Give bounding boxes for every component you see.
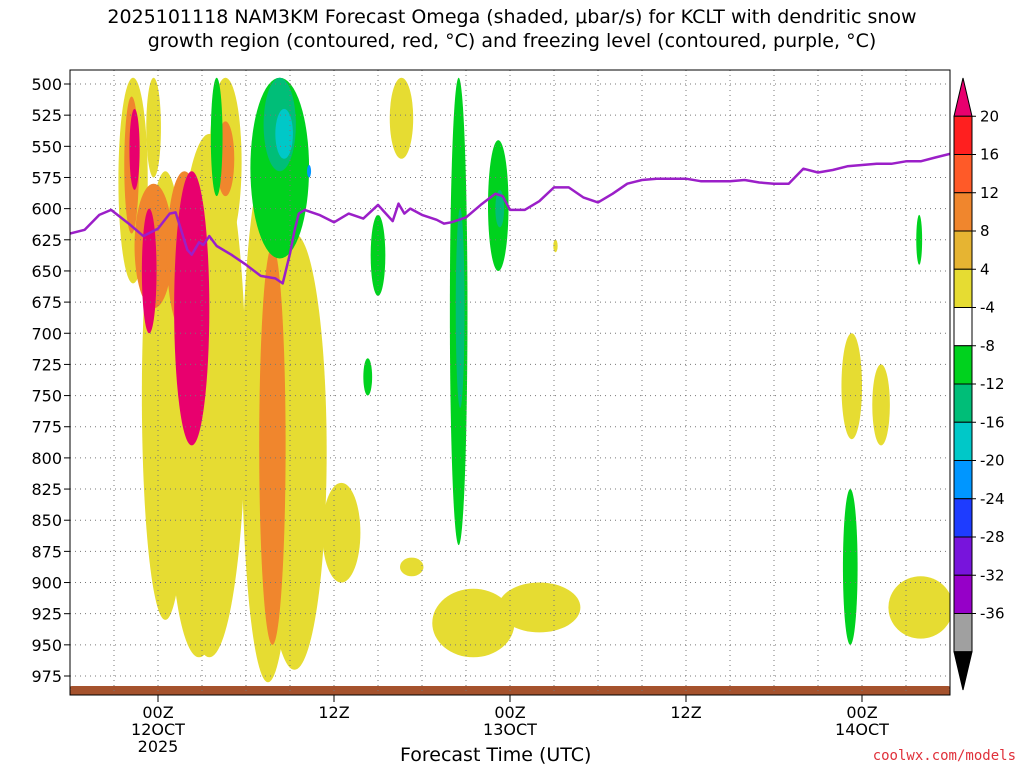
- cb-label--32: -32: [980, 566, 1005, 584]
- omega-blob-14: [553, 239, 558, 253]
- omega-blob-17: [888, 576, 950, 639]
- cb-label--12: -12: [980, 375, 1005, 393]
- omega-blob-12: [498, 582, 581, 633]
- omega-blob-11: [432, 588, 515, 658]
- cb-swatch-5: [953, 268, 973, 308]
- cb-swatch-7: [953, 345, 973, 385]
- ground-surface: [70, 689, 950, 695]
- cb-swatch-9: [953, 421, 973, 461]
- y-tick-label-825: 825: [31, 480, 62, 499]
- omega-blob-8: [322, 482, 361, 583]
- x-tick-label-0: 00Z: [142, 703, 173, 722]
- cb-label-4: 4: [980, 260, 990, 278]
- y-tick-label-850: 850: [31, 511, 62, 530]
- x-tick-label-2: 00Z: [494, 703, 525, 722]
- omega-blob-23: [129, 108, 140, 190]
- gridlines: [70, 70, 950, 695]
- cb-swatch-1: [953, 115, 973, 155]
- terrain-layer: [70, 685, 950, 695]
- omega-blob-9: [389, 77, 414, 159]
- x-tick-label-4: 00Z: [846, 703, 877, 722]
- chart-title-line-2: growth region (contoured, red, °C) and f…: [147, 30, 877, 52]
- cb-label--36: -36: [980, 605, 1005, 623]
- y-tick-label-800: 800: [31, 449, 62, 468]
- omega-blob-24: [141, 208, 157, 334]
- omega-blob-33: [916, 214, 923, 265]
- omega-blob-15: [841, 333, 862, 440]
- cb-swatch-13: [953, 574, 973, 614]
- y-tick-label-750: 750: [31, 387, 62, 406]
- cb-label--16: -16: [980, 413, 1005, 431]
- cb-swatch-11: [953, 498, 973, 538]
- omega-blob-25: [174, 171, 210, 446]
- x-tick-date-2: 13OCT: [483, 720, 537, 739]
- cb-swatch-bottom: [953, 651, 973, 691]
- colorbar: 20 16 12 8 4 -4 -8 -12 -16 -20 -24 -28 -32 -36: [953, 77, 1005, 691]
- y-tick-label-600: 600: [31, 200, 62, 219]
- omega-blob-32: [842, 489, 858, 645]
- cb-swatch-top: [953, 77, 973, 117]
- cb-label-12: 12: [980, 184, 999, 202]
- y-tick-label-625: 625: [31, 231, 62, 250]
- x-axis-label: Forecast Time (UTC): [400, 744, 592, 766]
- y-tick-label-500: 500: [31, 75, 62, 94]
- cb-label--20: -20: [980, 452, 1005, 470]
- cb-swatch-10: [953, 460, 973, 500]
- omega-blob-1: [146, 77, 161, 178]
- x-tick-label-3: 12Z: [670, 703, 701, 722]
- y-tick-label-650: 650: [31, 262, 62, 281]
- omega-blob-37: [275, 108, 293, 159]
- cb-swatch-2: [953, 154, 973, 194]
- y-tick-label-925: 925: [31, 605, 62, 624]
- cb-label--8: -8: [980, 337, 995, 355]
- cb-label-16: 16: [980, 146, 999, 164]
- cb-swatch-14: [953, 613, 973, 653]
- omega-blob-16: [872, 364, 890, 446]
- y-tick-label-900: 900: [31, 574, 62, 593]
- y-tick-label-775: 775: [31, 418, 62, 437]
- y-tick-label-700: 700: [31, 324, 62, 343]
- y-axis: 500 525 550 575 600 625 650 675 700 725 750 775 800 8…: [31, 75, 70, 686]
- y-tick-label-575: 575: [31, 168, 62, 187]
- cb-label-8: 8: [980, 222, 990, 240]
- omega-blob-36: [495, 189, 505, 228]
- cb-swatch-4: [953, 230, 973, 270]
- x-tick-label-1: 12Z: [318, 703, 349, 722]
- y-tick-label-550: 550: [31, 137, 62, 156]
- ground-top: [70, 685, 950, 690]
- omega-blob-10: [400, 557, 424, 577]
- x-tick-year-0: 2025: [138, 737, 179, 756]
- cb-swatch-12: [953, 536, 973, 576]
- y-tick-label-725: 725: [31, 355, 62, 374]
- x-tick-date-4: 14OCT: [835, 720, 889, 739]
- y-tick-label-525: 525: [31, 106, 62, 125]
- freezing-level-layer: [70, 152, 950, 285]
- omega-blob-31: [363, 358, 373, 396]
- omega-blob-35: [455, 208, 465, 409]
- cb-swatch-8: [953, 383, 973, 423]
- cb-label-20: 20: [980, 107, 999, 125]
- cb-label--28: -28: [980, 528, 1005, 546]
- y-tick-label-675: 675: [31, 293, 62, 312]
- x-tick-date-0: 12OCT: [131, 720, 185, 739]
- y-tick-label-950: 950: [31, 636, 62, 655]
- omega-blob-26: [210, 77, 223, 197]
- credit-link[interactable]: coolwx.com/models: [872, 748, 1016, 764]
- omega-shading-layer: [118, 77, 950, 683]
- y-tick-label-875: 875: [31, 542, 62, 561]
- freezing-level-line: [70, 152, 950, 285]
- y-tick-label-975: 975: [31, 667, 62, 686]
- omega-blob-21: [259, 246, 286, 645]
- omega-blob-38: [307, 165, 312, 178]
- cb-label--4: -4: [980, 299, 995, 317]
- cb-swatch-3: [953, 192, 973, 232]
- cb-swatch-6: [953, 307, 973, 347]
- chart-title-line-1: 2025101118 NAM3KM Forecast Omega (shaded…: [107, 6, 917, 28]
- cb-label--24: -24: [980, 490, 1005, 508]
